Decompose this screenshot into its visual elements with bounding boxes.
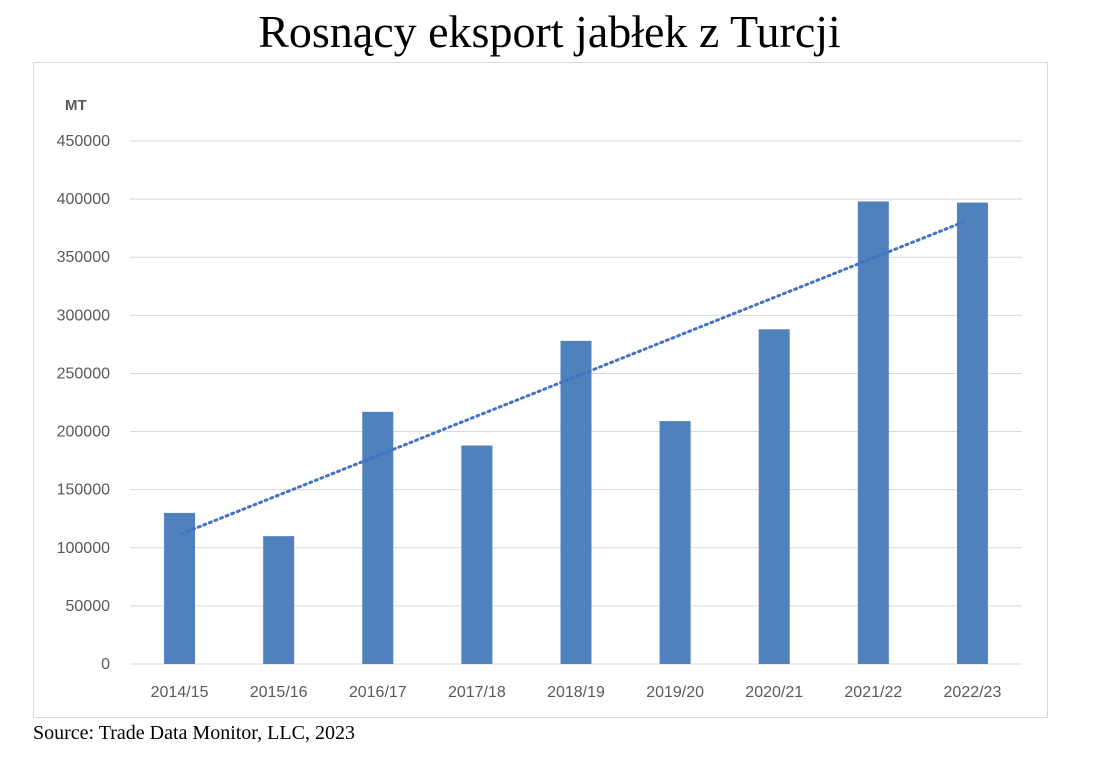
x-tick-label: 2017/18 bbox=[448, 684, 506, 701]
y-tick-label: 250000 bbox=[57, 365, 110, 382]
y-tick-label: 400000 bbox=[57, 191, 110, 208]
y-tick-label: 300000 bbox=[57, 307, 110, 324]
x-tick-label: 2016/17 bbox=[349, 684, 407, 701]
y-axis-unit-label: MT bbox=[65, 97, 87, 114]
x-tick-label: 2020/21 bbox=[745, 684, 803, 701]
y-tick-label: 50000 bbox=[66, 598, 111, 615]
chart-frame bbox=[33, 62, 1048, 718]
bar-2022-23 bbox=[956, 202, 988, 664]
x-tick-label: 2014/15 bbox=[151, 684, 209, 701]
bar-2021-22 bbox=[857, 201, 889, 665]
source-note: Source: Trade Data Monitor, LLC, 2023 bbox=[33, 722, 355, 744]
x-tick-labels: 2014/15 2015/16 2016/17 2017/18 2018/19 2019/… bbox=[151, 684, 1002, 701]
bar-2019-20 bbox=[659, 421, 691, 664]
bar-2018-19 bbox=[560, 340, 592, 664]
x-tick-label: 2018/19 bbox=[547, 684, 605, 701]
y-tick-label: 150000 bbox=[57, 482, 110, 499]
chart-title: Rosnący eksport jabłek z Turcji bbox=[258, 6, 841, 57]
trendline-layer bbox=[180, 219, 967, 536]
y-tick-label: 100000 bbox=[57, 540, 110, 557]
bar-2015-16 bbox=[263, 536, 295, 664]
y-tick-label: 350000 bbox=[57, 249, 110, 266]
bar-2014-15 bbox=[164, 512, 196, 664]
bar-2016-17 bbox=[362, 411, 394, 664]
y-tick-label: 0 bbox=[101, 656, 110, 673]
bars bbox=[164, 201, 988, 665]
bar-2017-18 bbox=[461, 445, 493, 664]
x-tick-label: 2021/22 bbox=[844, 684, 902, 701]
trendline bbox=[180, 219, 967, 536]
x-tick-label: 2022/23 bbox=[944, 684, 1002, 701]
x-tick-label: 2015/16 bbox=[250, 684, 308, 701]
bar-2020-21 bbox=[758, 329, 790, 664]
y-tick-label: 200000 bbox=[57, 424, 110, 441]
x-tick-label: 2019/20 bbox=[646, 684, 704, 701]
y-tick-label: 450000 bbox=[57, 133, 110, 150]
y-tick-labels: 0 50000 100000 150000 200000 250000 300000 3500… bbox=[57, 133, 110, 673]
